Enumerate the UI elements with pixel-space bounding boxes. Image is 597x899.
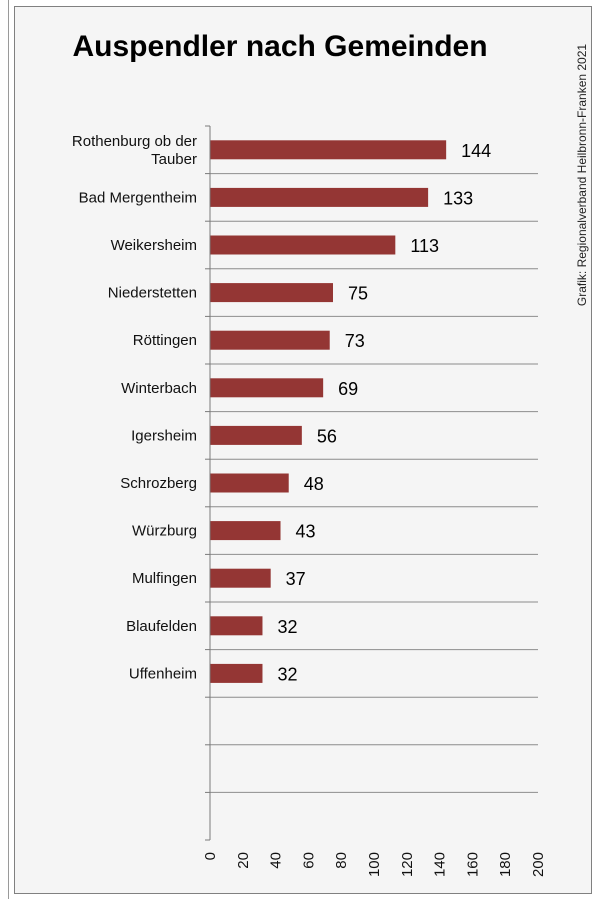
category-label: Igersheim xyxy=(131,427,197,444)
data-label: 32 xyxy=(277,664,297,684)
x-tick-label: 80 xyxy=(333,852,350,869)
category-label: Würzburg xyxy=(132,523,197,540)
x-tick-label: 200 xyxy=(530,852,547,877)
category-label: Winterbach xyxy=(121,380,197,397)
x-tick-label: 40 xyxy=(268,852,285,869)
x-tick-label: 20 xyxy=(235,852,252,869)
bar xyxy=(210,521,281,541)
x-tick-label: 180 xyxy=(497,852,514,877)
x-tick-label: 60 xyxy=(300,852,317,869)
data-label: 113 xyxy=(410,236,439,256)
bar xyxy=(210,330,330,350)
bar xyxy=(210,235,396,255)
data-label: 43 xyxy=(296,522,316,542)
grid-lines xyxy=(210,173,538,793)
data-label: 48 xyxy=(304,474,324,494)
category-label: Röttingen xyxy=(133,332,197,349)
data-label: 56 xyxy=(317,426,337,446)
bar xyxy=(210,140,447,160)
x-tick-label: 160 xyxy=(464,852,481,877)
data-label: 144 xyxy=(461,141,491,161)
data-label: 37 xyxy=(286,569,306,589)
bar xyxy=(210,663,263,683)
x-tick-label: 0 xyxy=(202,852,219,860)
category-label: Weikersheim xyxy=(111,237,197,254)
bar xyxy=(210,473,289,493)
axes xyxy=(205,125,211,841)
x-tick-label: 100 xyxy=(366,852,383,877)
data-label: 133 xyxy=(443,188,473,208)
category-label: Rothenburg ob der xyxy=(72,133,197,150)
value-labels: 144 133 113 75 73 69 56 48 43 37 32 32 xyxy=(277,141,491,685)
bar xyxy=(210,187,429,207)
category-label: Niederstetten xyxy=(108,285,197,302)
category-label: Tauber xyxy=(151,151,197,168)
data-label: 32 xyxy=(277,617,297,637)
chart-title: Auspendler nach Gemeinden xyxy=(72,30,488,63)
category-label: Uffenheim xyxy=(129,665,197,682)
bar xyxy=(210,378,324,398)
category-label: Mulfingen xyxy=(132,570,197,587)
left-panel-edge xyxy=(0,0,9,899)
x-tick-label: 120 xyxy=(399,852,416,877)
category-label: Schrozberg xyxy=(120,475,197,492)
bar xyxy=(210,616,263,636)
x-tick-label: 140 xyxy=(432,852,449,877)
category-label: Blaufelden xyxy=(126,618,197,635)
bars xyxy=(210,140,447,683)
data-label: 73 xyxy=(345,331,365,351)
bar xyxy=(210,425,302,445)
bar xyxy=(210,283,333,303)
category-label: Bad Mergentheim xyxy=(79,189,197,206)
data-label: 69 xyxy=(338,379,358,399)
data-label: 75 xyxy=(348,284,368,304)
bar xyxy=(210,568,271,588)
tick-labels: 0 20 40 60 80 100 120 140 160 180 200 xyxy=(202,852,547,877)
